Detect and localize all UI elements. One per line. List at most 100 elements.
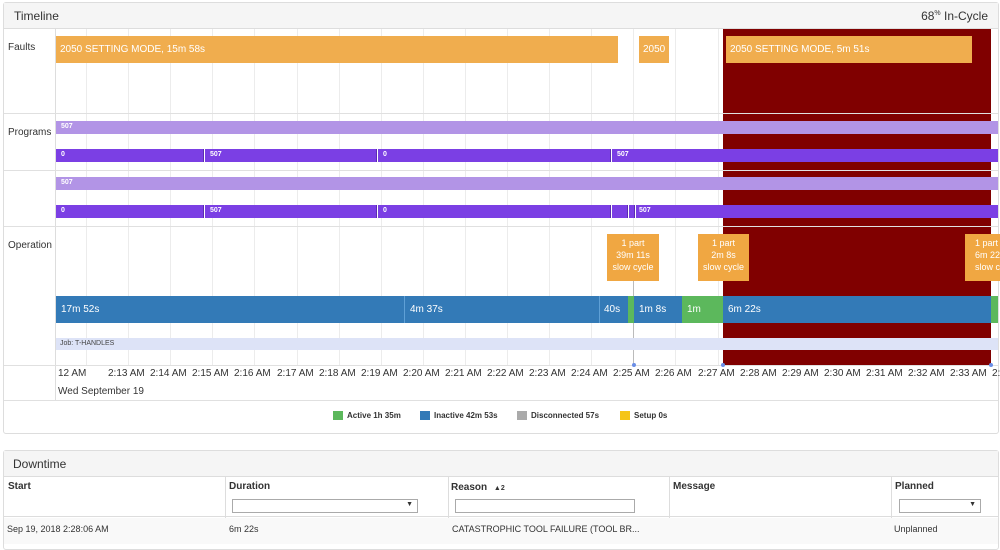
callout-line: 1 part <box>711 238 735 248</box>
time-tick-label: 2:21 AM <box>445 368 482 379</box>
row-label-faults: Faults <box>8 42 36 53</box>
cell-reason: CATASTROPHIC TOOL FAILURE (TOOL BR... <box>452 524 640 534</box>
downtime-title: Downtime <box>13 457 67 471</box>
fault-bar-label: 2050 SETTING MODE, 15m 58s <box>60 44 206 55</box>
row-divider <box>4 226 998 227</box>
operation-segment-active[interactable] <box>628 296 634 323</box>
callout-line: slow cycle <box>702 262 744 272</box>
operation-segment-active[interactable]: 1m <box>682 296 723 323</box>
column-header-reason[interactable]: Reason ▲2 <box>451 482 505 493</box>
program-label: 507 <box>617 151 629 158</box>
fault-bar-label: 2050 SETTING MODE, 5m 51s <box>730 44 870 55</box>
program-segment[interactable]: 507 <box>205 149 377 162</box>
program-label: 0 <box>383 207 387 214</box>
column-divider <box>891 477 892 544</box>
program-label: 507 <box>210 207 222 214</box>
program-segment[interactable]: 507 <box>612 149 998 162</box>
in-cycle-summary: 68% In-Cycle <box>921 9 988 23</box>
program-segment[interactable]: 507 <box>205 205 377 218</box>
legend-item[interactable]: Setup 0s <box>620 411 667 420</box>
time-tick-label: 2:20 AM <box>403 368 440 379</box>
column-header-duration[interactable]: Duration <box>229 481 271 492</box>
callout-line: 1 part <box>975 238 999 248</box>
fault-bar[interactable]: 2050 <box>639 36 669 63</box>
row-label-programs: Programs <box>8 127 52 138</box>
program-bar-top[interactable]: 507 <box>56 121 998 134</box>
operation-segment-inactive[interactable]: 4m 37s <box>404 296 599 323</box>
slow-cycle-callout[interactable]: 1 part 2m 8s slow cycle <box>698 234 749 281</box>
operation-segment-active[interactable] <box>991 296 998 323</box>
duration-filter-select[interactable]: ▼ <box>232 499 418 513</box>
program-bar-top[interactable]: 507 <box>56 177 998 190</box>
cell-start: Sep 19, 2018 2:28:06 AM <box>7 524 109 534</box>
job-label: Job: T-HANDLES <box>60 340 115 347</box>
operation-segment-inactive[interactable]: 17m 52s <box>56 296 404 323</box>
planned-filter-select[interactable]: ▼ <box>899 499 981 513</box>
callout-line: slow cycle <box>975 262 1000 272</box>
legend-label: Inactive 42m 53s <box>434 411 498 420</box>
operation-segment-inactive[interactable]: 1m 8s <box>634 296 682 323</box>
program-segment[interactable]: 0 <box>56 149 204 162</box>
legend-item[interactable]: Active 1h 35m <box>333 411 401 420</box>
time-tick-label: 2:13 AM <box>108 368 145 379</box>
sort-ascending-icon: ▲2 <box>493 485 505 492</box>
job-bar[interactable]: Job: T-HANDLES <box>56 338 998 350</box>
program-label: 0 <box>61 207 65 214</box>
axis-marker-dot <box>721 363 725 367</box>
slow-cycle-callout[interactable]: 1 part 39m 11s slow cycle <box>607 234 659 281</box>
program-segment[interactable]: 507 <box>636 205 998 218</box>
time-tick-label: 12 AM <box>58 368 87 379</box>
cell-planned: Unplanned <box>894 524 938 534</box>
row-divider <box>4 113 998 114</box>
program-segment[interactable] <box>629 205 635 218</box>
legend-item[interactable]: Disconnected 57s <box>517 411 599 420</box>
program-label: 507 <box>61 123 73 130</box>
time-tick-label: 2:26 AM <box>655 368 692 379</box>
fault-bar[interactable]: 2050 SETTING MODE, 15m 58s <box>56 36 618 63</box>
fault-bar[interactable]: 2050 SETTING MODE, 5m 51s <box>726 36 972 63</box>
time-tick-label: 2:22 AM <box>487 368 524 379</box>
downtime-header: Downtime <box>4 451 998 477</box>
column-header-planned[interactable]: Planned <box>895 481 934 492</box>
callout-line: 1 part <box>621 238 645 248</box>
time-tick-label: 2:28 AM <box>740 368 777 379</box>
segment-label: 4m 37s <box>410 304 443 315</box>
callout-line: 39m 11s <box>616 250 650 260</box>
time-tick-label: 2:19 AM <box>361 368 398 379</box>
column-divider <box>448 477 449 544</box>
chevron-down-icon: ▼ <box>969 501 976 508</box>
in-cycle-unit: % <box>934 10 941 17</box>
row-divider <box>4 400 998 401</box>
program-segment[interactable] <box>378 205 611 218</box>
cell-duration: 6m 22s <box>229 524 259 534</box>
time-tick-label: 2:32 AM <box>908 368 945 379</box>
row-divider <box>4 365 998 366</box>
operation-segment-inactive[interactable]: 6m 22s <box>723 296 991 323</box>
row-divider <box>4 170 998 171</box>
legend-swatch <box>420 411 430 420</box>
timeline-header: Timeline 68% In-Cycle <box>4 3 998 29</box>
time-tick-label: 2:14 AM <box>150 368 187 379</box>
operation-segment-inactive[interactable]: 40s <box>599 296 628 323</box>
program-segment[interactable]: 0 <box>56 205 204 218</box>
slow-cycle-callout[interactable]: 1 part 6m 22s slow cycle <box>965 234 1000 281</box>
time-tick-label: 2:33 AM <box>950 368 987 379</box>
legend-item[interactable]: Inactive 42m 53s <box>420 411 498 420</box>
program-segment[interactable]: 0 <box>378 149 611 162</box>
time-tick-label: 2:25 AM <box>613 368 650 379</box>
program-segment[interactable] <box>612 205 628 218</box>
callout-line: 6m 22s <box>975 250 1000 260</box>
column-header-message[interactable]: Message <box>673 481 716 492</box>
table-row[interactable]: Sep 19, 2018 2:28:06 AM 6m 22s CATASTROP… <box>4 518 998 544</box>
legend-swatch <box>517 411 527 420</box>
column-header-start[interactable]: Start <box>8 481 31 492</box>
program-label: 507 <box>639 207 651 214</box>
reason-filter-input[interactable] <box>455 499 635 513</box>
legend-label: Setup 0s <box>634 411 668 420</box>
in-cycle-label: In-Cycle <box>940 9 988 23</box>
legend-swatch <box>620 411 630 420</box>
timeline-legend: Active 1h 35m Inactive 42m 53s Disconnecte… <box>0 411 1000 423</box>
legend-label: Disconnected 57s <box>531 411 600 420</box>
downtime-table: Start Duration Reason ▲2 Message Planned… <box>4 477 998 544</box>
time-tick-label: 2:24 AM <box>571 368 608 379</box>
